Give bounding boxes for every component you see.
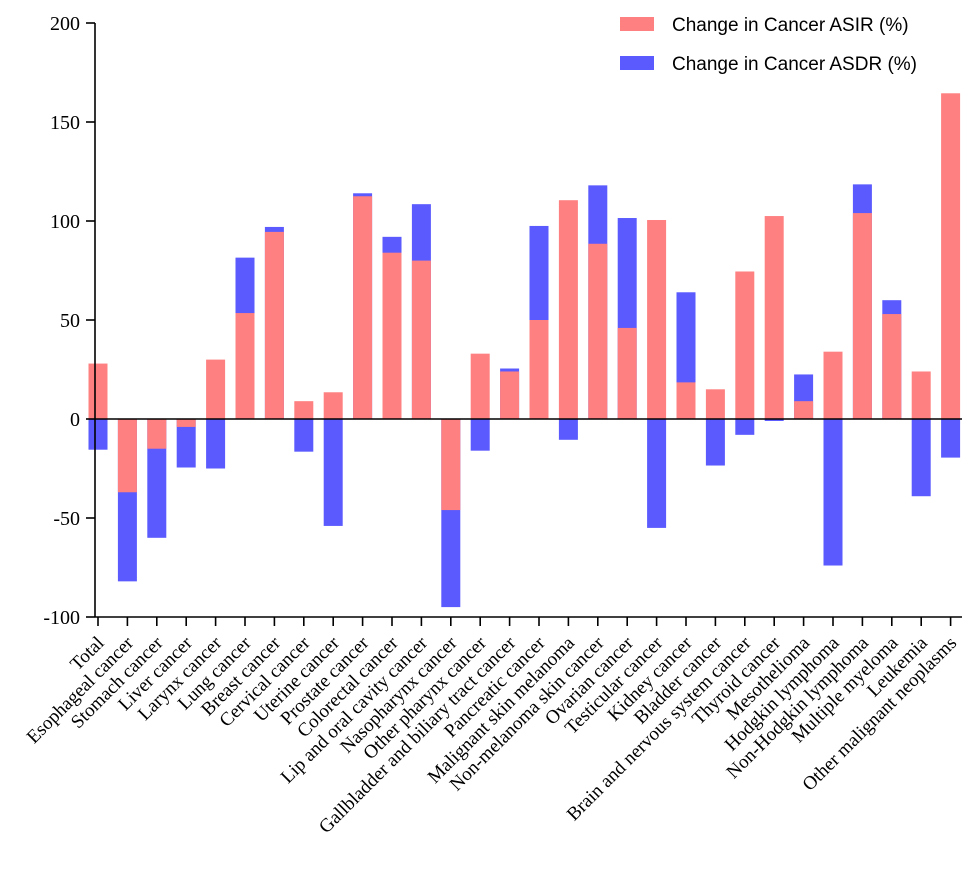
asir-bar (882, 314, 902, 419)
asir-bar (794, 401, 814, 419)
y-tick-label: -50 (53, 508, 80, 530)
asir-bar (764, 216, 784, 419)
asdr-bar (294, 419, 314, 452)
asir-bar (705, 389, 725, 419)
legend-swatch-asir (620, 17, 654, 31)
asdr-bar (323, 419, 343, 526)
asdr-bar (647, 419, 667, 528)
asir-bar (558, 200, 578, 419)
asdr-bar (206, 419, 226, 469)
y-tick-label: -100 (43, 607, 80, 629)
y-tick-label: 100 (50, 211, 80, 233)
asir-bar (353, 196, 373, 419)
asir-bar (470, 353, 490, 419)
asir-bar (235, 313, 255, 419)
asdr-bar (941, 419, 961, 458)
asdr-bar (764, 419, 784, 421)
asir-bar (294, 401, 314, 419)
asdr-bar (911, 419, 931, 497)
asir-bar (323, 392, 343, 419)
asir-bar (529, 320, 549, 419)
y-tick-label: 0 (70, 409, 80, 431)
asir-bar (588, 243, 608, 419)
asir-bar (264, 231, 284, 419)
asir-bar (647, 220, 667, 419)
bars-group (88, 93, 961, 608)
asir-bar (147, 419, 167, 449)
asir-bar (617, 327, 637, 419)
asir-bar (441, 419, 461, 511)
asdr-bar (735, 419, 755, 435)
asir-bar (941, 93, 961, 419)
y-tick-label: 150 (50, 112, 80, 134)
asdr-bar (705, 419, 725, 466)
legend: Change in Cancer ASIR (%) Change in Cance… (620, 15, 917, 75)
legend-swatch-asdr (620, 56, 654, 70)
asdr-bar (823, 419, 843, 566)
asir-bar (500, 371, 520, 419)
asir-bar (676, 382, 696, 419)
asir-bar (411, 260, 431, 419)
asir-bar (206, 359, 226, 419)
y-tick-label: 50 (60, 310, 80, 332)
asir-bar (911, 371, 931, 419)
asir-bar (735, 271, 755, 419)
asir-bar (823, 351, 843, 419)
asir-bar (117, 419, 137, 493)
asdr-bar (558, 419, 578, 440)
legend-label-asir: Change in Cancer ASIR (%) (672, 15, 909, 36)
y-tick-label: 200 (50, 13, 80, 35)
asir-bar (88, 363, 108, 419)
asir-bar (382, 252, 402, 419)
asdr-bar (176, 419, 196, 468)
legend-label-asdr: Change in Cancer ASDR (%) (672, 54, 917, 75)
asdr-bar (88, 419, 108, 450)
asir-bar (176, 419, 196, 427)
asdr-bar (470, 419, 490, 451)
asir-bar (852, 213, 872, 419)
